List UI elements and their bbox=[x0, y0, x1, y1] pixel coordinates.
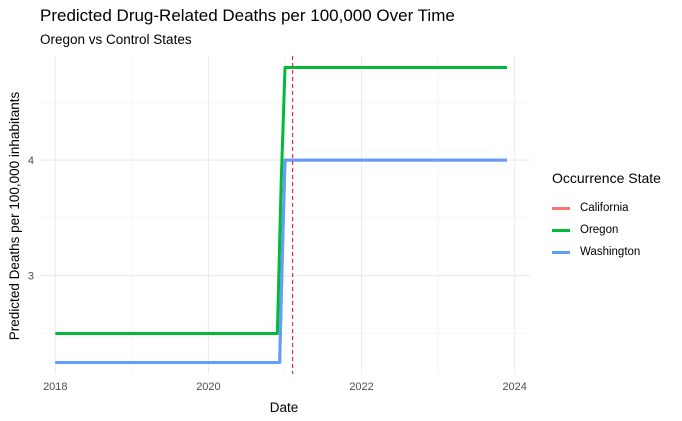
series-line-oregon bbox=[55, 66, 508, 336]
legend-item-oregon: Oregon bbox=[552, 219, 661, 241]
y-axis-label: Predicted Deaths per 100,000 inhabitants bbox=[7, 92, 22, 341]
legend-item-california: California bbox=[552, 197, 661, 219]
legend-title: Occurrence State bbox=[552, 170, 661, 186]
legend-item-washington: Washington bbox=[552, 241, 661, 263]
series-lines bbox=[55, 66, 508, 364]
y-tick-label: 3 bbox=[28, 271, 34, 283]
x-tick-label: 2024 bbox=[502, 381, 526, 393]
tick-labels: 2018 2020 2022 2024 3 4 bbox=[28, 155, 527, 393]
legend-key-oregon bbox=[552, 228, 570, 232]
series-line-washington bbox=[55, 158, 508, 364]
chart-title: Predicted Drug-Related Deaths per 100,00… bbox=[40, 6, 455, 25]
legend: Occurrence State California Oregon Washi… bbox=[552, 170, 661, 263]
y-tick-label: 4 bbox=[28, 155, 34, 167]
x-tick-label: 2022 bbox=[349, 381, 373, 393]
legend-key-california bbox=[552, 206, 570, 210]
x-axis-label: Date bbox=[270, 400, 299, 415]
chart-subtitle: Oregon vs Control States bbox=[40, 32, 192, 47]
legend-label-washington: Washington bbox=[580, 246, 641, 258]
legend-label-california: California bbox=[580, 202, 629, 214]
x-tick-label: 2020 bbox=[196, 381, 220, 393]
legend-key-washington bbox=[552, 250, 570, 254]
x-tick-label: 2018 bbox=[43, 381, 67, 393]
legend-label-oregon: Oregon bbox=[580, 224, 619, 236]
